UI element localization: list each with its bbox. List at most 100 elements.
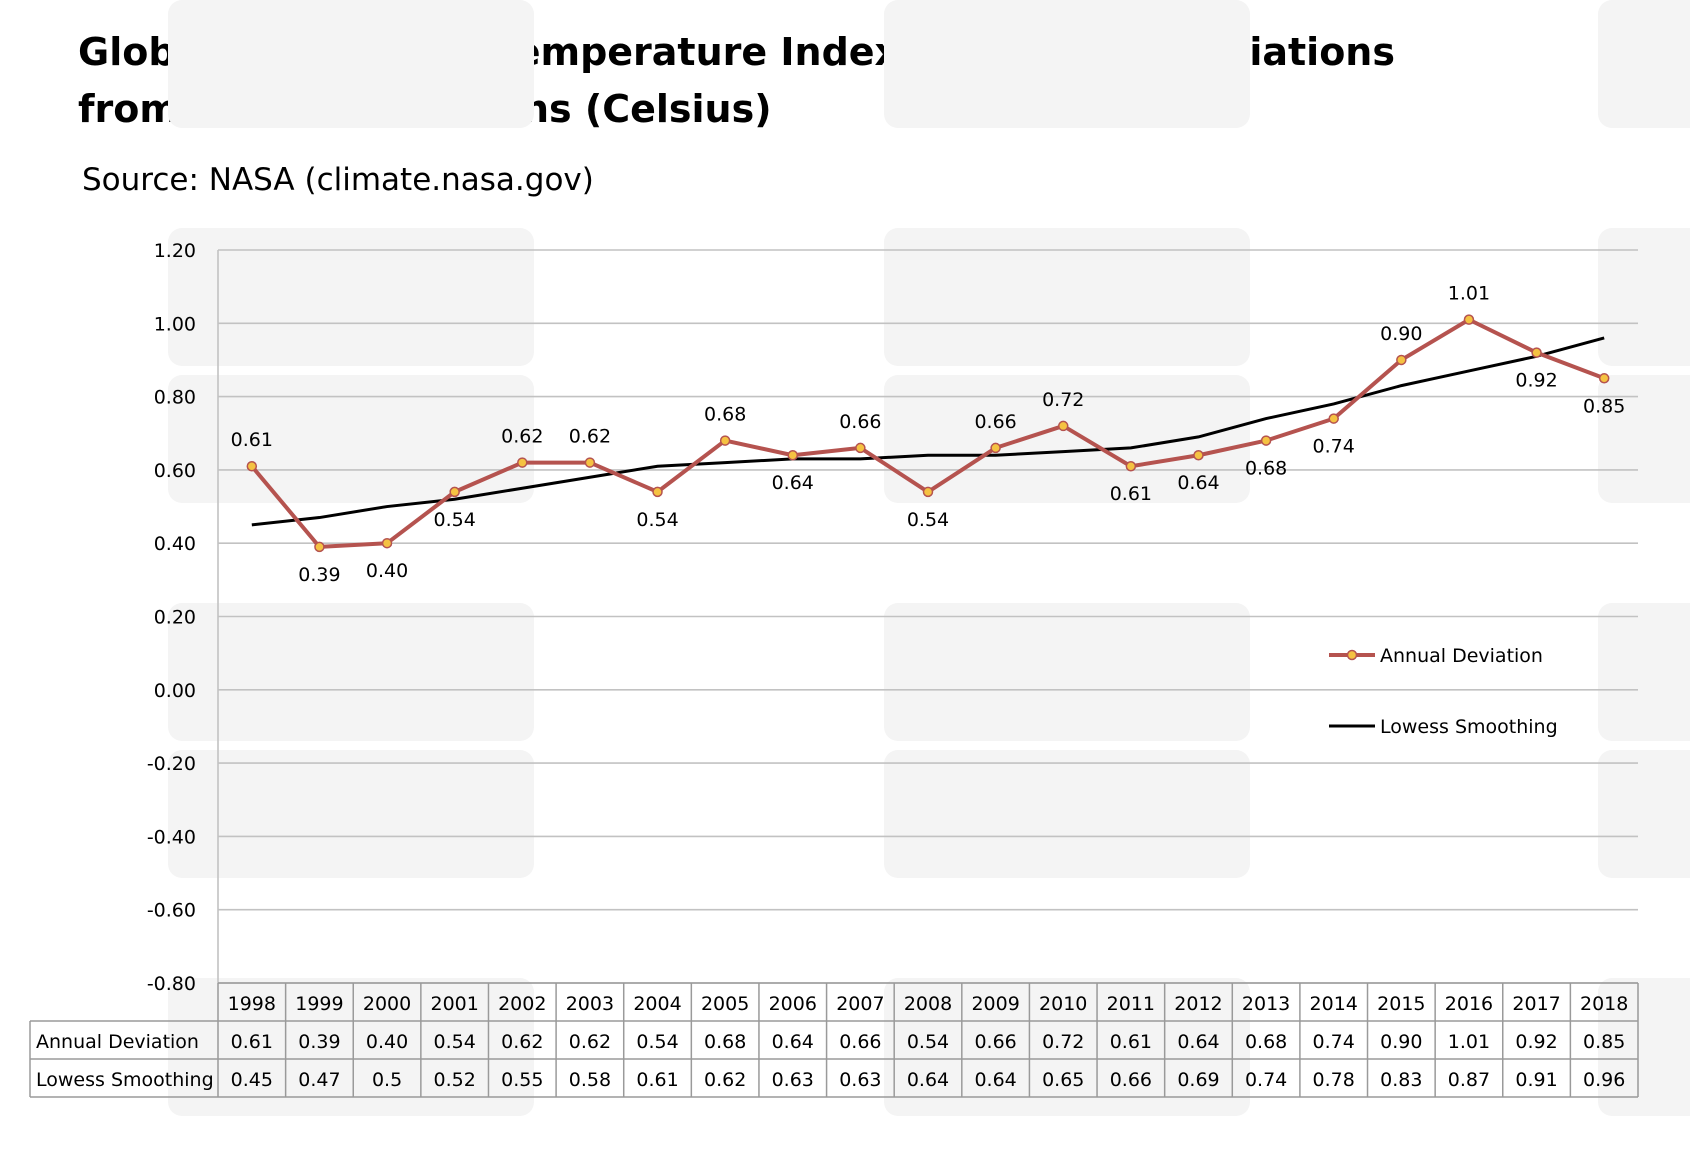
table-cell: 0.61 — [231, 1031, 273, 1053]
watermark-box — [884, 603, 1250, 741]
data-label: 0.62 — [501, 426, 543, 448]
y-tick-label: -0.80 — [147, 973, 196, 995]
table-cell: 0.69 — [1177, 1069, 1219, 1091]
data-label: 0.68 — [704, 404, 746, 426]
x-tick-label: 2012 — [1174, 993, 1222, 1015]
x-tick-label: 2003 — [566, 993, 614, 1015]
watermark-box — [884, 228, 1250, 366]
watermark-box — [1598, 0, 1690, 128]
x-tick-label: 2010 — [1039, 993, 1087, 1015]
x-tick-label: 1999 — [295, 993, 343, 1015]
annual-deviation-point — [1598, 373, 1610, 384]
annual-deviation-point — [787, 449, 799, 461]
annual-deviation-point — [719, 435, 731, 446]
watermark-box — [168, 0, 534, 128]
x-tick-label: 2002 — [498, 993, 546, 1015]
table-cell: 0.78 — [1313, 1069, 1355, 1091]
table-cell: 0.62 — [704, 1069, 746, 1091]
watermark-box — [884, 978, 1250, 1116]
data-table: 1998 1999 2000 2001 2002 2003 2004 2005 2006 2007… — [29, 982, 1639, 1098]
annual-deviation-point — [1260, 435, 1272, 446]
table-cell: 0.55 — [501, 1069, 543, 1091]
legend: Annual Deviation Lowess Smoothing — [1329, 645, 1558, 738]
data-label: 0.54 — [907, 509, 949, 531]
table-row-header: Annual Deviation — [36, 1031, 199, 1053]
table-cell: 0.39 — [298, 1031, 340, 1053]
table-cell: 0.62 — [501, 1031, 543, 1053]
table-cell: 0.54 — [907, 1031, 949, 1053]
annual-deviation-point — [1531, 347, 1542, 358]
data-label: 0.61 — [231, 429, 273, 451]
annual-deviation-point — [1396, 354, 1407, 366]
x-tick-label: 2004 — [633, 993, 681, 1015]
table-cell: 0.40 — [366, 1031, 408, 1053]
annual-deviation-point — [584, 457, 596, 468]
watermark-box — [1598, 603, 1690, 741]
x-tick-label: 2006 — [769, 993, 817, 1015]
y-tick-label: -0.20 — [147, 753, 196, 775]
annual-deviation-point — [246, 460, 258, 472]
table-cell: 0.64 — [974, 1069, 1016, 1091]
annual-deviation-point — [1193, 449, 1204, 461]
table-cell: 0.83 — [1380, 1069, 1422, 1091]
watermark-tile — [1598, 750, 1690, 1116]
annual-deviation-point — [990, 442, 1001, 454]
watermark-tile — [168, 750, 534, 1116]
x-tick-label: 2018 — [1580, 993, 1628, 1015]
y-tick-label: 0.80 — [154, 387, 196, 409]
data-label: 0.54 — [434, 509, 476, 531]
y-tick-label: 1.00 — [154, 313, 196, 335]
legend-lowess-label: Lowess Smoothing — [1380, 716, 1558, 738]
table-cell: 0.64 — [1177, 1031, 1219, 1053]
data-label: 0.61 — [1110, 483, 1152, 505]
watermark-box — [1598, 228, 1690, 366]
data-label: 0.62 — [569, 426, 611, 448]
watermark-box — [168, 228, 534, 366]
table-row-header: Lowess Smoothing — [36, 1069, 214, 1091]
y-tick-label: 0.60 — [154, 460, 196, 482]
table-cell: 0.66 — [1110, 1069, 1152, 1091]
annual-deviation-point — [1463, 314, 1475, 325]
watermark-box — [168, 603, 534, 741]
x-tick-label: 2007 — [836, 993, 884, 1015]
x-tick-label: 2015 — [1377, 993, 1425, 1015]
lowess-smoothing-line — [251, 336, 1605, 527]
data-label: 0.90 — [1380, 323, 1422, 345]
y-tick-label: 0.20 — [154, 607, 196, 629]
watermark-tile — [1598, 375, 1690, 741]
data-label: 0.72 — [1042, 389, 1084, 411]
table-cell: 0.66 — [839, 1031, 881, 1053]
watermark-tile — [168, 375, 534, 741]
chart-subtitle: Source: NASA (climate.nasa.gov) — [82, 162, 594, 198]
data-label: 0.54 — [636, 509, 678, 531]
table-cell: 0.92 — [1515, 1031, 1557, 1053]
table-cell: 0.63 — [839, 1069, 881, 1091]
annual-deviation-point — [652, 486, 663, 498]
table-cell: 0.72 — [1042, 1031, 1084, 1053]
table-cell: 0.5 — [372, 1069, 402, 1091]
table-cell: 0.74 — [1313, 1031, 1355, 1053]
watermark-layer — [168, 0, 1690, 1116]
annual-deviation-point — [1125, 460, 1137, 472]
table-cell: 0.64 — [907, 1069, 949, 1091]
watermark-box — [1598, 375, 1690, 503]
x-tick-label: 2009 — [971, 993, 1019, 1015]
watermark-tile — [884, 750, 1250, 1116]
legend-annual-marker — [1346, 649, 1358, 661]
table-cell: 0.68 — [704, 1031, 746, 1053]
table-cell: 0.54 — [636, 1031, 678, 1053]
watermark-box — [1598, 978, 1690, 1116]
table-cell: 0.91 — [1515, 1069, 1557, 1091]
table-cell: 0.61 — [1110, 1031, 1152, 1053]
data-label: 1.01 — [1448, 283, 1490, 305]
data-label: 0.39 — [298, 564, 340, 586]
table-cell: 0.63 — [772, 1069, 814, 1091]
x-tick-label: 2013 — [1242, 993, 1290, 1015]
table-cell: 0.68 — [1245, 1031, 1287, 1053]
data-label: 0.40 — [366, 560, 408, 582]
y-tick-label: 0.40 — [154, 533, 196, 555]
x-tick-label: 2017 — [1512, 993, 1560, 1015]
annual-deviation-point — [1057, 420, 1069, 432]
data-label: 0.66 — [974, 411, 1016, 433]
